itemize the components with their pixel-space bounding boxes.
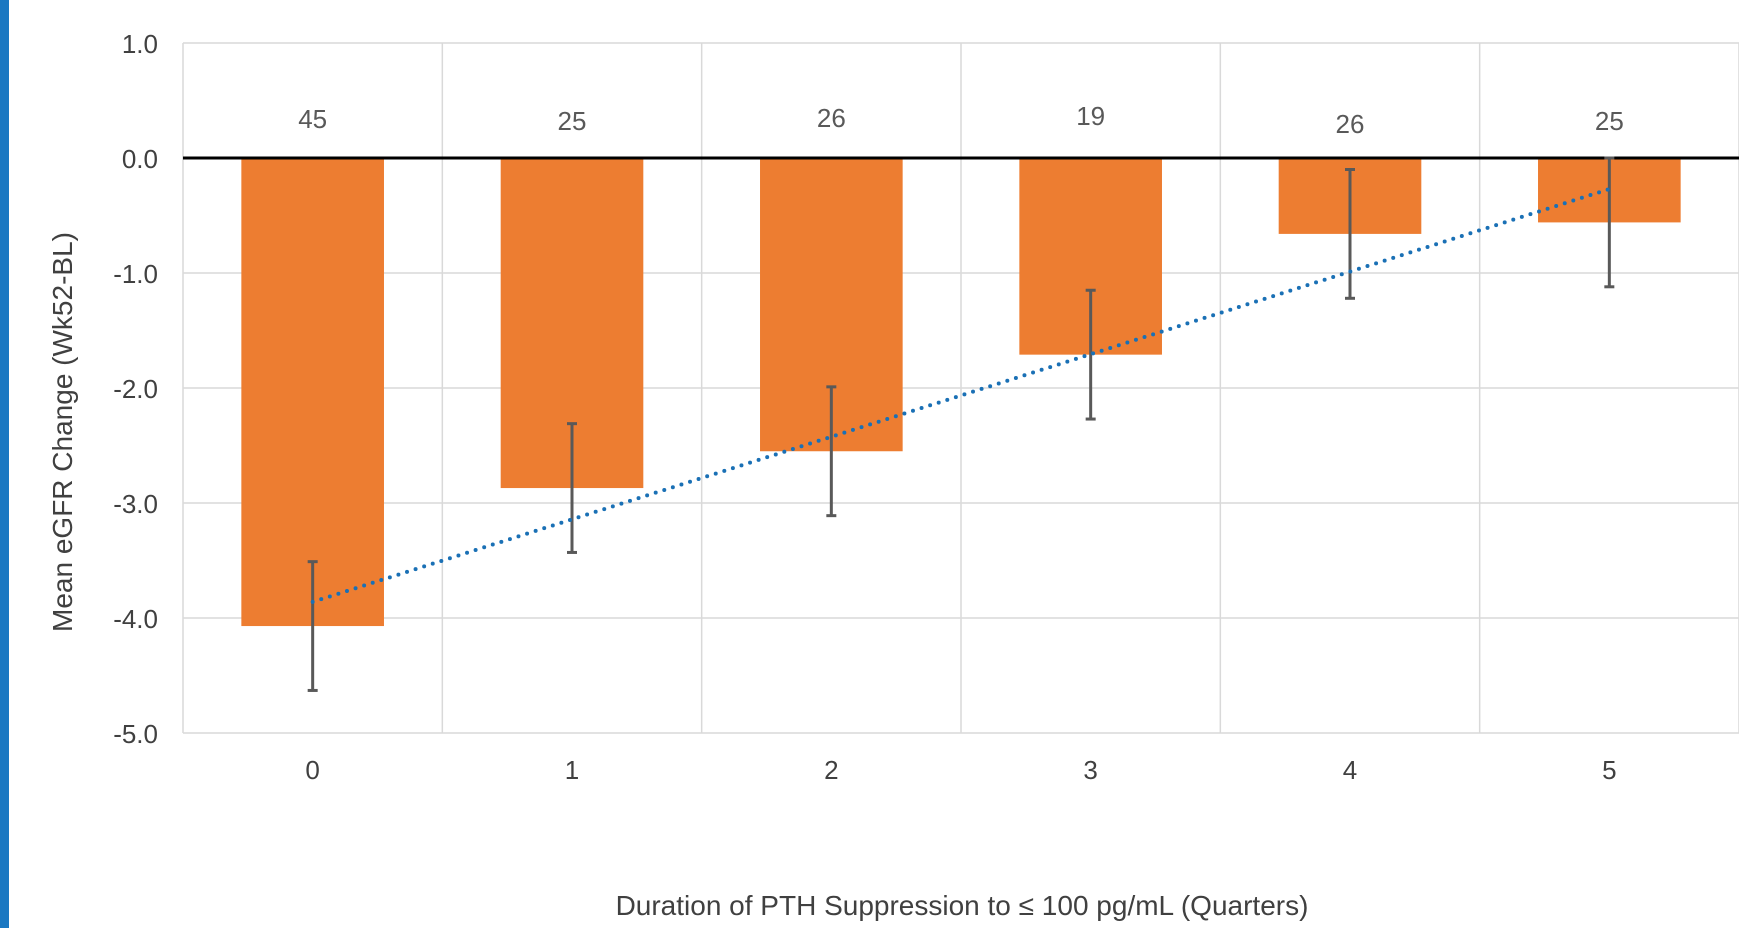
x-tick-label: 4 [1343, 755, 1357, 785]
error-bars [307, 156, 1615, 692]
n-label-0: 45 [298, 104, 327, 134]
sample-size-labels: 45 25 26 19 26 25 [298, 101, 1624, 139]
n-label-5: 25 [1595, 106, 1624, 136]
n-label-4: 26 [1336, 109, 1365, 139]
y-tick-label: -4.0 [113, 604, 158, 634]
x-tick-label: 0 [305, 755, 319, 785]
left-accent-bar [0, 0, 9, 928]
n-label-2: 26 [817, 103, 846, 133]
y-tick-label: -1.0 [113, 259, 158, 289]
y-axis-label: Mean eGFR Change (Wk52-BL) [47, 232, 78, 632]
y-tick-label: 1.0 [122, 29, 158, 59]
y-axis-tick-labels: 1.0 0.0 -1.0 -2.0 -3.0 -4.0 -5.0 [113, 29, 158, 749]
x-tick-label: 2 [824, 755, 838, 785]
y-tick-label: -2.0 [113, 374, 158, 404]
x-axis-label: Duration of PTH Suppression to ≤ 100 pg/… [616, 890, 1309, 921]
n-label-3: 19 [1076, 101, 1105, 131]
bar-0 [241, 158, 384, 627]
gridlines [182, 42, 1739, 734]
y-tick-label: 0.0 [122, 144, 158, 174]
x-tick-label: 3 [1083, 755, 1097, 785]
trendline [310, 187, 1612, 604]
trendline-group [310, 187, 1612, 604]
x-tick-label: 5 [1602, 755, 1616, 785]
n-label-1: 25 [558, 106, 587, 136]
y-tick-label: -3.0 [113, 489, 158, 519]
x-axis-tick-labels: 0 1 2 3 4 5 [305, 755, 1616, 785]
y-tick-label: -5.0 [113, 719, 158, 749]
x-tick-label: 1 [565, 755, 579, 785]
